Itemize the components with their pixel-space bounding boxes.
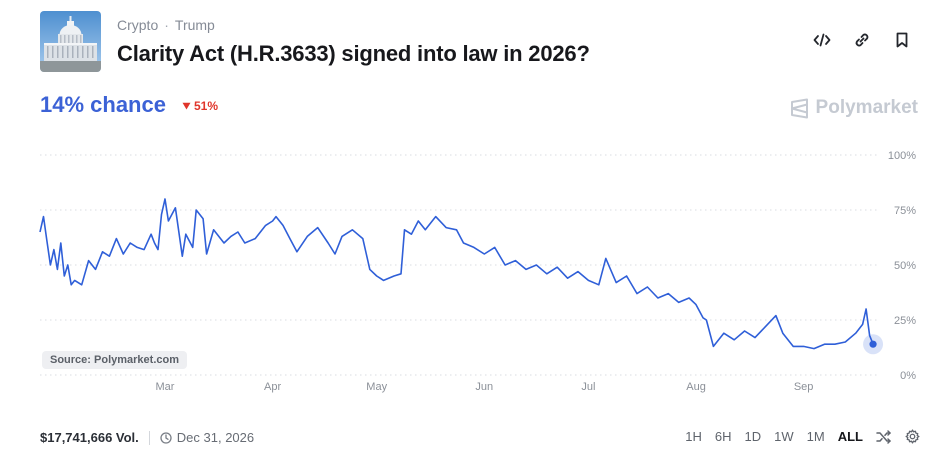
end-date: Dec 31, 2026 xyxy=(160,430,254,445)
timeframe-1m[interactable]: 1M xyxy=(806,429,825,444)
shuffle-icon xyxy=(876,429,891,444)
y-tick-label: 100% xyxy=(888,150,916,162)
copy-link-button[interactable] xyxy=(852,30,872,50)
breadcrumb-tag[interactable]: Trump xyxy=(174,17,215,33)
timeframe-selector: 1H 6H 1D 1W 1M ALL xyxy=(685,429,920,444)
polymarket-logo: Polymarket xyxy=(790,97,918,119)
breadcrumb-category[interactable]: Crypto xyxy=(117,17,159,33)
timeframe-1d[interactable]: 1D xyxy=(744,429,762,444)
change-indicator: 51% xyxy=(182,99,218,113)
timeframe-all[interactable]: ALL xyxy=(837,429,863,444)
x-tick-label: Aug xyxy=(686,381,706,393)
down-triangle-icon xyxy=(182,102,191,110)
price-history-chart: 100% 75% 50% 25% 0% Mar Apr May Jun Jul Aug Sep xyxy=(39,150,916,393)
timeframe-6h[interactable]: 6H xyxy=(714,429,732,444)
y-tick-label: 0% xyxy=(900,370,916,382)
x-tick-label: Mar xyxy=(155,381,174,393)
y-tick-label: 50% xyxy=(894,260,916,272)
breadcrumb-separator: · xyxy=(164,17,169,33)
divider xyxy=(148,430,150,445)
x-tick-label: Jul xyxy=(581,381,595,393)
clock-icon xyxy=(160,431,172,444)
y-tick-label: 75% xyxy=(894,205,916,217)
link-icon xyxy=(855,33,869,47)
bookmark-icon xyxy=(896,32,908,48)
series-line xyxy=(39,198,874,350)
x-tick-label: Apr xyxy=(264,381,281,393)
chance-value: 14% chance xyxy=(40,92,166,117)
source-label: Source: Polymarket.com xyxy=(42,351,187,369)
change-value: 51% xyxy=(194,99,219,113)
x-tick-label: Sep xyxy=(794,381,814,393)
shuffle-button[interactable] xyxy=(876,429,892,444)
market-footer-info: $17,741,666 Vol. Dec 31, 2026 xyxy=(40,430,254,445)
volume: $17,741,666 Vol. xyxy=(40,430,139,445)
polymarket-icon xyxy=(790,98,808,118)
market-thumbnail xyxy=(40,11,101,72)
settings-button[interactable] xyxy=(905,429,920,444)
x-tick-label: Jun xyxy=(475,381,493,393)
timeframe-1w[interactable]: 1W xyxy=(774,429,794,444)
embed-icon xyxy=(813,33,831,47)
gear-icon xyxy=(905,429,920,444)
current-point-marker xyxy=(869,340,877,348)
header-actions xyxy=(812,30,912,50)
bookmark-button[interactable] xyxy=(892,30,912,50)
timeframe-1h[interactable]: 1H xyxy=(685,429,702,444)
breadcrumb: Crypto · Trump xyxy=(117,17,215,33)
end-date-text: Dec 31, 2026 xyxy=(176,430,255,445)
x-tick-label: May xyxy=(366,381,387,393)
embed-button[interactable] xyxy=(812,30,832,50)
market-title: Clarity Act (H.R.3633) signed into law i… xyxy=(117,41,590,66)
y-tick-label: 25% xyxy=(894,315,916,327)
brand-name: Polymarket xyxy=(815,97,918,118)
